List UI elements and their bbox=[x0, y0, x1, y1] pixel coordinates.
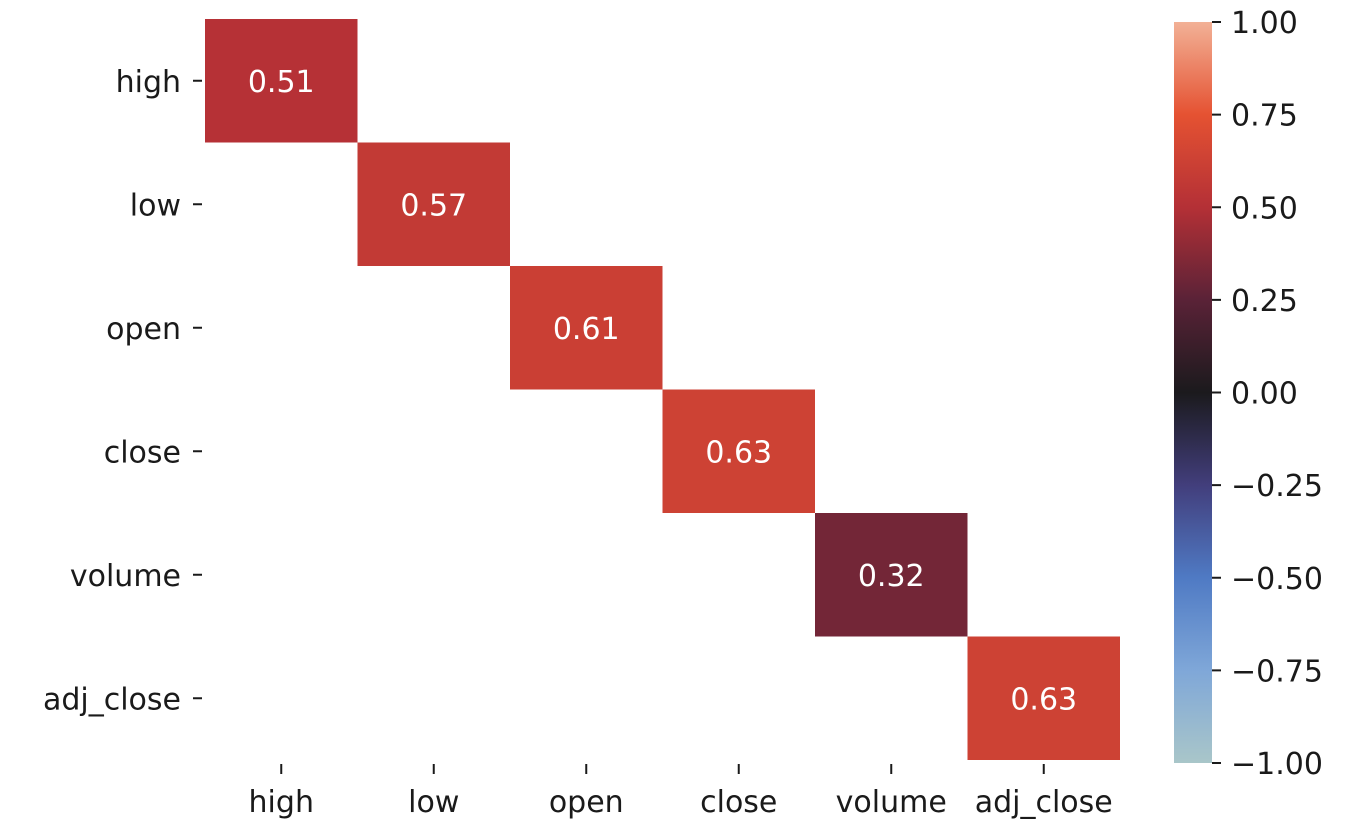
heatmap-cell-low bbox=[357, 142, 510, 266]
colorbar-tick-label: 0.25 bbox=[1231, 284, 1298, 319]
y-tick-label: high bbox=[116, 65, 181, 100]
y-axis: high low open close volume adj_close bbox=[43, 65, 202, 717]
y-tick-label: open bbox=[106, 312, 181, 347]
y-tick-label: close bbox=[104, 435, 181, 470]
cell-value-label: 0.51 bbox=[248, 65, 315, 100]
colorbar-tick-label: 0.75 bbox=[1231, 99, 1298, 134]
cell-value-label: 0.32 bbox=[858, 559, 925, 594]
x-tick-label: volume bbox=[836, 785, 947, 820]
colorbar-tick-label: −0.25 bbox=[1231, 469, 1323, 504]
x-axis: high low open close volume adj_close bbox=[249, 764, 1113, 820]
colorbar-tick-label: −0.75 bbox=[1231, 654, 1323, 689]
colorbar-tick-label: 0.50 bbox=[1231, 191, 1298, 226]
x-tick-label: adj_close bbox=[975, 785, 1113, 820]
colorbar-tick-label: −1.00 bbox=[1231, 747, 1323, 782]
colorbar-tick-label: 0.00 bbox=[1231, 377, 1298, 412]
colorbar-gradient bbox=[1174, 22, 1212, 763]
cell-value-label: 0.61 bbox=[553, 312, 620, 347]
cell-value-label: 0.63 bbox=[705, 435, 772, 470]
x-tick-label: close bbox=[700, 785, 777, 820]
heatmap-cell-open bbox=[510, 266, 663, 390]
y-tick-label: adj_close bbox=[43, 682, 181, 717]
y-tick-label: volume bbox=[70, 559, 181, 594]
y-tick-label: low bbox=[130, 188, 181, 223]
heatmap-cell-volume bbox=[815, 513, 968, 637]
heatmap-cell-high bbox=[205, 19, 358, 143]
cell-value-label: 0.63 bbox=[1010, 682, 1077, 717]
colorbar-tick-label: 1.00 bbox=[1231, 6, 1298, 41]
cell-value-label: 0.57 bbox=[400, 188, 467, 223]
heatmap-cell-adj_close bbox=[967, 636, 1120, 760]
x-tick-label: low bbox=[408, 785, 459, 820]
x-tick-label: open bbox=[549, 785, 624, 820]
heatmap-cells: 0.51 0.57 0.61 0.63 0.32 0.63 bbox=[205, 19, 1120, 760]
heatmap-cell-close bbox=[662, 389, 815, 513]
colorbar: 1.00 0.75 0.50 0.25 0.00 −0.25 −0.50 −0.75 −1.00 bbox=[1174, 6, 1323, 782]
x-tick-label: high bbox=[249, 785, 314, 820]
colorbar-tick-label: −0.50 bbox=[1231, 562, 1323, 597]
